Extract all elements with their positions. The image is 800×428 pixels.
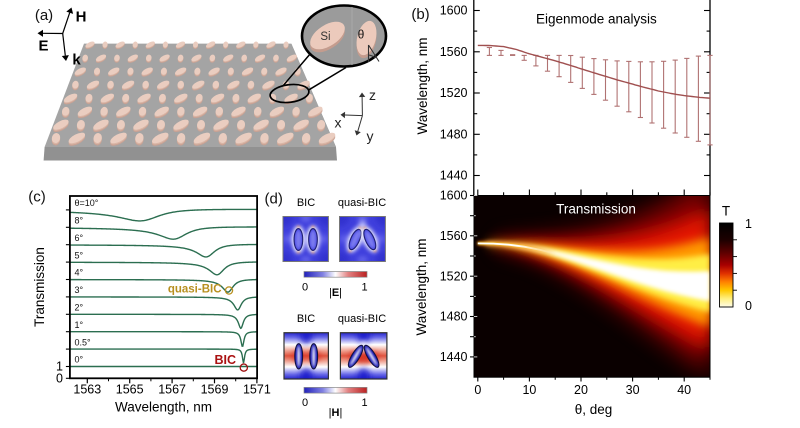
- svg-text:Transmission: Transmission: [32, 247, 47, 327]
- svg-text:quasi-BIC: quasi-BIC: [338, 313, 386, 325]
- svg-text:2°: 2°: [75, 303, 84, 313]
- svg-text:0°: 0°: [75, 355, 84, 365]
- svg-text:1°: 1°: [75, 320, 84, 330]
- svg-text:Transmission: Transmission: [556, 202, 636, 217]
- svg-text:θ: θ: [358, 28, 365, 42]
- svg-text:6°: 6°: [75, 233, 84, 243]
- svg-text:1440: 1440: [440, 169, 468, 183]
- svg-text:BIC: BIC: [297, 313, 315, 325]
- svg-text:(a): (a): [35, 7, 53, 24]
- svg-text:z: z: [369, 87, 376, 103]
- svg-text:1600: 1600: [440, 4, 468, 18]
- svg-text:0: 0: [474, 383, 481, 397]
- svg-text:1440: 1440: [440, 350, 468, 364]
- svg-text:quasi-BIC: quasi-BIC: [338, 197, 386, 209]
- svg-text:Wavelength, nm: Wavelength, nm: [414, 238, 429, 335]
- svg-text:0: 0: [302, 282, 308, 294]
- svg-text:1560: 1560: [440, 229, 468, 243]
- svg-text:y: y: [367, 128, 374, 144]
- svg-text:30: 30: [626, 383, 640, 397]
- svg-text:Wavelength, nm: Wavelength, nm: [115, 400, 212, 415]
- svg-text:3°: 3°: [75, 285, 84, 295]
- svg-text:θ=10°: θ=10°: [75, 198, 99, 208]
- svg-text:0.5°: 0.5°: [75, 337, 92, 347]
- svg-text:θ, deg: θ, deg: [575, 402, 613, 417]
- svg-text:4°: 4°: [75, 268, 84, 278]
- svg-text:T: T: [722, 204, 730, 219]
- svg-text:BIC: BIC: [297, 197, 315, 209]
- svg-text:1520: 1520: [440, 86, 468, 100]
- svg-text:0: 0: [56, 372, 63, 386]
- svg-text:|H|: |H|: [329, 407, 343, 419]
- svg-text:1520: 1520: [440, 269, 468, 283]
- svg-text:1569: 1569: [201, 383, 229, 397]
- svg-text:1: 1: [361, 282, 367, 294]
- svg-text:40: 40: [677, 383, 691, 397]
- svg-text:|E|: |E|: [329, 287, 342, 299]
- svg-text:Wavelength, nm: Wavelength, nm: [415, 37, 430, 134]
- svg-text:quasi-BIC: quasi-BIC: [168, 284, 222, 296]
- svg-text:0: 0: [302, 397, 308, 409]
- svg-text:1567: 1567: [158, 383, 186, 397]
- svg-text:8°: 8°: [75, 216, 84, 226]
- svg-text:(b): (b): [411, 6, 429, 23]
- svg-text:10: 10: [522, 383, 536, 397]
- svg-text:1560: 1560: [440, 45, 468, 59]
- svg-text:1565: 1565: [116, 383, 144, 397]
- svg-text:1480: 1480: [440, 310, 468, 324]
- svg-text:E: E: [38, 38, 48, 55]
- svg-text:1563: 1563: [73, 383, 101, 397]
- svg-text:1: 1: [745, 217, 752, 231]
- svg-text:x: x: [335, 115, 342, 131]
- svg-text:k: k: [72, 52, 81, 69]
- svg-text:H: H: [76, 9, 87, 26]
- svg-text:1: 1: [361, 397, 367, 409]
- svg-text:20: 20: [574, 383, 588, 397]
- svg-text:0: 0: [745, 299, 752, 313]
- svg-text:Si: Si: [320, 31, 330, 43]
- svg-text:1600: 1600: [440, 189, 468, 203]
- svg-text:(d): (d): [265, 191, 283, 208]
- svg-text:5°: 5°: [75, 250, 84, 260]
- svg-text:BIC: BIC: [214, 353, 236, 367]
- svg-text:(c): (c): [28, 189, 46, 206]
- svg-text:Eigenmode analysis: Eigenmode analysis: [536, 12, 657, 27]
- svg-text:1571: 1571: [243, 383, 271, 397]
- svg-text:1480: 1480: [440, 128, 468, 142]
